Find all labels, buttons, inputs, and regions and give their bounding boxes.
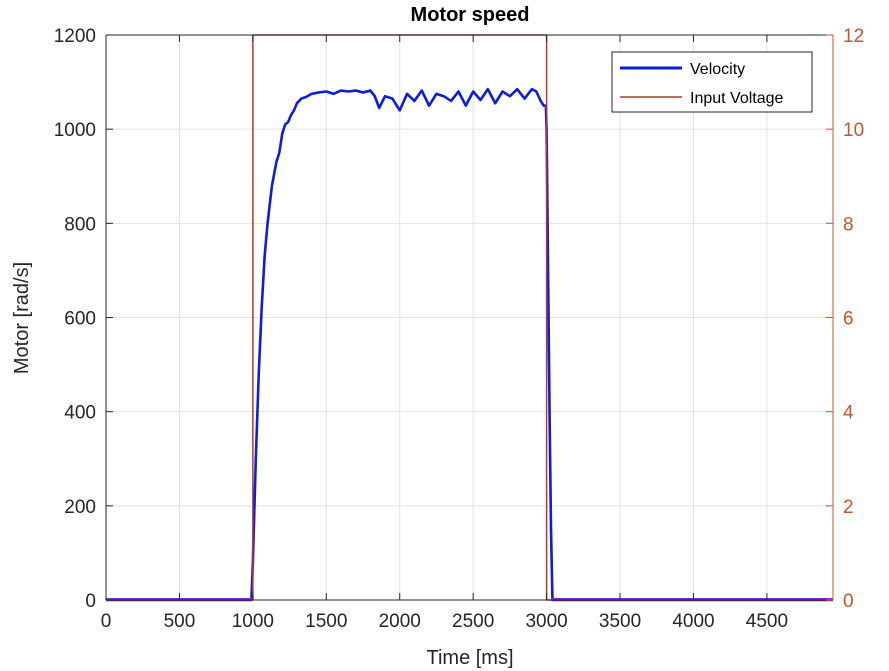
y-tick-label: 1200	[54, 26, 96, 47]
x-tick-label: 0	[101, 611, 112, 632]
y2-tick-label: 8	[843, 214, 854, 235]
y2-tick-label: 4	[843, 403, 854, 424]
y2-tick-label: 2	[843, 497, 854, 518]
x-tick-label: 2000	[379, 611, 421, 632]
y-tick-label: 0	[85, 591, 96, 612]
x-tick-label: 1500	[305, 611, 347, 632]
chart-title: Motor speed	[411, 4, 530, 26]
x-tick-label: 3000	[525, 611, 567, 632]
y-axis-label: Motor [rad/s]	[11, 262, 33, 374]
y-tick-label: 800	[64, 214, 96, 235]
x-tick-label: 4500	[746, 611, 788, 632]
legend-box	[611, 51, 813, 113]
y-tick-label: 400	[64, 403, 96, 424]
x-tick-label: 500	[164, 611, 196, 632]
y-tick-label: 200	[64, 497, 96, 518]
x-tick-label: 1000	[232, 611, 274, 632]
y2-tick-label: 6	[843, 309, 854, 330]
y2-tick-label: 10	[843, 120, 864, 141]
legend-voltage-label: Input Voltage	[690, 90, 784, 107]
legend-velocity-label: Velocity	[690, 61, 745, 78]
x-tick-label: 2500	[452, 611, 494, 632]
y-tick-label: 600	[64, 309, 96, 330]
x-tick-label: 4000	[672, 611, 714, 632]
y-tick-label: 1000	[54, 120, 96, 141]
x-axis-label: Time [ms]	[426, 647, 513, 669]
legend: Velocity Input Voltage	[611, 51, 813, 113]
tick-labels: 0 500 1000 1500 2000 2500 3000 3500 4000 45000200…	[54, 26, 864, 632]
x-tick-label: 3500	[599, 611, 641, 632]
y2-tick-label: 0	[843, 591, 854, 612]
velocity-series-line	[106, 87, 833, 602]
y2-tick-label: 12	[843, 26, 864, 47]
